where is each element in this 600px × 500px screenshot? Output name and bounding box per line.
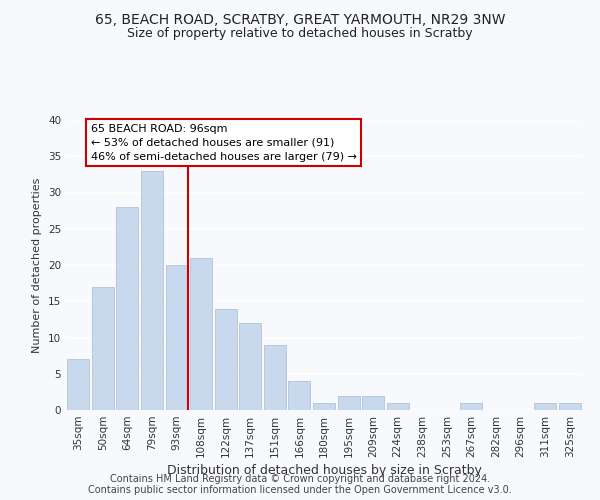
Text: 65, BEACH ROAD, SCRATBY, GREAT YARMOUTH, NR29 3NW: 65, BEACH ROAD, SCRATBY, GREAT YARMOUTH,… <box>95 12 505 26</box>
Bar <box>166 265 188 410</box>
Bar <box>116 207 139 410</box>
Text: Contains public sector information licensed under the Open Government Licence v3: Contains public sector information licen… <box>88 485 512 495</box>
Bar <box>386 403 409 410</box>
Bar <box>92 287 114 410</box>
Bar <box>239 323 262 410</box>
Bar <box>141 171 163 410</box>
Bar <box>313 403 335 410</box>
Bar <box>338 396 359 410</box>
Bar <box>190 258 212 410</box>
Bar <box>67 359 89 410</box>
Bar <box>289 381 310 410</box>
Bar <box>534 403 556 410</box>
Y-axis label: Number of detached properties: Number of detached properties <box>32 178 43 352</box>
X-axis label: Distribution of detached houses by size in Scratby: Distribution of detached houses by size … <box>167 464 481 477</box>
Text: Contains HM Land Registry data © Crown copyright and database right 2024.: Contains HM Land Registry data © Crown c… <box>110 474 490 484</box>
Bar <box>460 403 482 410</box>
Bar <box>362 396 384 410</box>
Text: Size of property relative to detached houses in Scratby: Size of property relative to detached ho… <box>127 28 473 40</box>
Bar <box>559 403 581 410</box>
Text: 65 BEACH ROAD: 96sqm
← 53% of detached houses are smaller (91)
46% of semi-detac: 65 BEACH ROAD: 96sqm ← 53% of detached h… <box>91 124 356 162</box>
Bar <box>264 345 286 410</box>
Bar <box>215 308 237 410</box>
